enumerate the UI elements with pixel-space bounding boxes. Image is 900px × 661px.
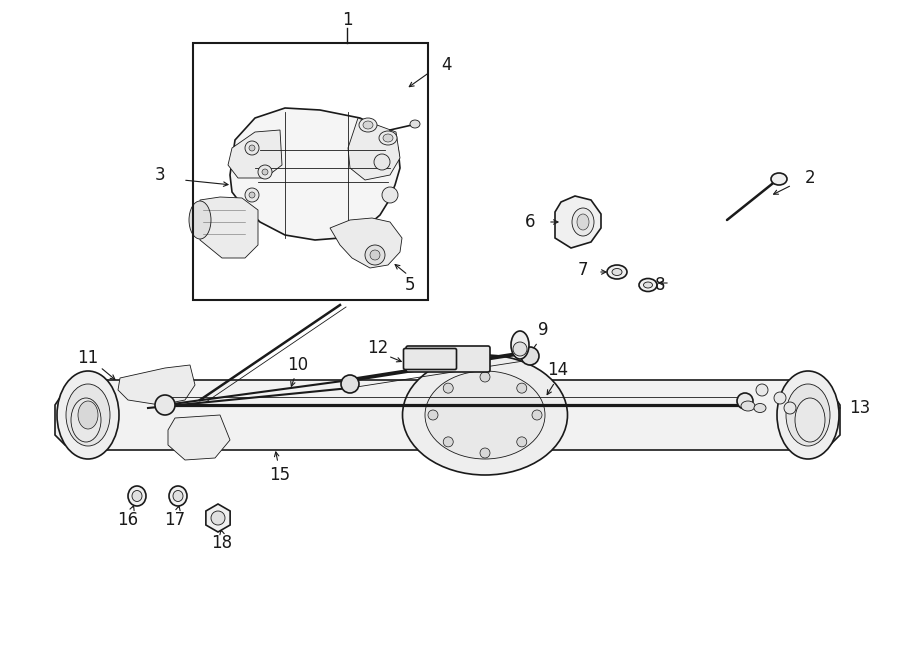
Circle shape <box>211 511 225 525</box>
FancyBboxPatch shape <box>403 348 456 369</box>
Text: 3: 3 <box>155 166 166 184</box>
Circle shape <box>370 250 380 260</box>
Ellipse shape <box>425 371 545 459</box>
Ellipse shape <box>189 201 211 239</box>
Text: 11: 11 <box>77 349 99 367</box>
Polygon shape <box>118 365 195 405</box>
Ellipse shape <box>786 384 830 446</box>
Ellipse shape <box>607 265 627 279</box>
Circle shape <box>428 410 438 420</box>
Circle shape <box>443 383 454 393</box>
Text: 12: 12 <box>367 339 389 357</box>
Ellipse shape <box>639 278 657 292</box>
Polygon shape <box>230 108 400 240</box>
Ellipse shape <box>402 355 568 475</box>
Text: 2: 2 <box>805 169 815 187</box>
Ellipse shape <box>132 490 142 502</box>
Circle shape <box>249 145 255 151</box>
Text: 10: 10 <box>287 356 309 374</box>
Text: 1: 1 <box>342 11 352 29</box>
Circle shape <box>374 154 390 170</box>
Polygon shape <box>200 197 258 258</box>
Ellipse shape <box>78 401 98 429</box>
Ellipse shape <box>128 486 146 506</box>
Circle shape <box>480 372 490 382</box>
Text: 7: 7 <box>578 261 589 279</box>
Ellipse shape <box>71 398 101 442</box>
Circle shape <box>365 245 385 265</box>
Text: 8: 8 <box>655 276 665 294</box>
Circle shape <box>756 384 768 396</box>
Circle shape <box>517 383 526 393</box>
Circle shape <box>382 187 398 203</box>
Ellipse shape <box>173 490 183 502</box>
Text: 5: 5 <box>405 276 415 294</box>
Circle shape <box>521 347 539 365</box>
Bar <box>193 43 428 300</box>
Ellipse shape <box>363 121 373 129</box>
Ellipse shape <box>169 486 187 506</box>
Polygon shape <box>55 380 840 450</box>
Polygon shape <box>555 196 601 248</box>
Polygon shape <box>168 415 230 460</box>
Circle shape <box>774 392 786 404</box>
Circle shape <box>517 437 526 447</box>
Circle shape <box>262 169 268 175</box>
Ellipse shape <box>644 282 652 288</box>
Circle shape <box>480 448 490 458</box>
Circle shape <box>341 375 359 393</box>
Text: 16: 16 <box>117 511 139 529</box>
Circle shape <box>443 437 454 447</box>
Text: 18: 18 <box>212 534 232 552</box>
Text: 6: 6 <box>525 213 535 231</box>
Ellipse shape <box>612 268 622 276</box>
Polygon shape <box>206 504 230 532</box>
Text: 4: 4 <box>442 56 452 74</box>
Text: 9: 9 <box>538 321 548 339</box>
Ellipse shape <box>57 371 119 459</box>
Text: 17: 17 <box>165 511 185 529</box>
Circle shape <box>245 188 259 202</box>
Ellipse shape <box>777 371 839 459</box>
Ellipse shape <box>741 401 755 411</box>
Text: 14: 14 <box>547 361 569 379</box>
Ellipse shape <box>410 120 420 128</box>
Polygon shape <box>330 218 402 268</box>
Polygon shape <box>228 130 282 178</box>
Circle shape <box>532 410 542 420</box>
Circle shape <box>784 402 796 414</box>
Polygon shape <box>348 118 400 180</box>
Ellipse shape <box>383 134 393 142</box>
Text: 15: 15 <box>269 466 291 484</box>
Ellipse shape <box>379 131 397 145</box>
Circle shape <box>155 395 175 415</box>
Ellipse shape <box>754 403 766 412</box>
Ellipse shape <box>572 208 594 236</box>
Ellipse shape <box>511 331 529 359</box>
FancyBboxPatch shape <box>406 346 490 372</box>
Circle shape <box>513 342 527 356</box>
Ellipse shape <box>577 214 589 230</box>
Ellipse shape <box>771 173 787 185</box>
Circle shape <box>249 192 255 198</box>
Ellipse shape <box>66 384 110 446</box>
Circle shape <box>737 393 753 409</box>
Ellipse shape <box>795 398 825 442</box>
Circle shape <box>258 165 272 179</box>
Circle shape <box>245 141 259 155</box>
Text: 13: 13 <box>850 399 870 417</box>
Ellipse shape <box>359 118 377 132</box>
